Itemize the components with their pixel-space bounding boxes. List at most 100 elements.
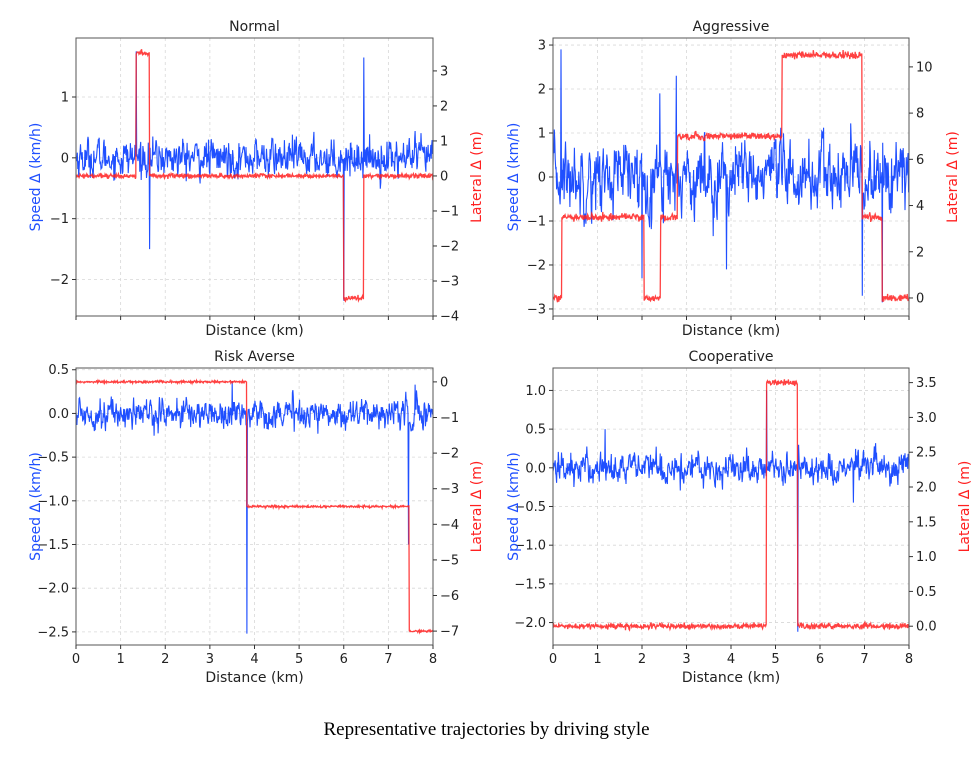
y-tick-label: 0.0 (525, 461, 546, 476)
x-tick-label: 5 (771, 652, 779, 667)
y2-tick-label: 0.0 (916, 620, 937, 635)
y2-tick-label: 0.5 (916, 585, 937, 600)
y-tick-label: −3 (527, 302, 546, 317)
lateral-delta-line (553, 378, 909, 632)
y-tick-label: −1.5 (37, 538, 69, 553)
y-axis-label-left: Speed Δ (km/h) (28, 123, 44, 232)
y-tick-label: −1 (527, 214, 546, 229)
y-axis-label-left: Speed Δ (km/h) (506, 123, 522, 232)
y-tick-label: 1.0 (525, 384, 546, 399)
lateral-delta-line (76, 49, 433, 303)
y2-tick-label: 4 (916, 199, 924, 214)
x-axis-label: Distance (km) (205, 670, 303, 686)
y-tick-label: 0 (61, 151, 69, 166)
y-axis-label-left: Speed Δ (km/h) (28, 452, 44, 561)
y2-tick-label: 2.5 (916, 446, 937, 461)
x-tick-label: 1 (116, 652, 124, 667)
y-tick-label: −2 (527, 258, 546, 273)
chart-panel-cooperative: 0 1 2 3 4 5 6 7 8 −2.0 −1.5 −1.0 −0.5 0.0 0.5 1.0 0.0 0.5… (506, 349, 973, 686)
chart-panel-normal: −2 −1 0 1 −4 −3 −2 −1 0 1 2 3 Normal Distance (km) Spe… (28, 19, 485, 339)
x-tick-label: 8 (905, 652, 913, 667)
y2-tick-label: 3.5 (916, 376, 937, 391)
y2-tick-label: 2 (916, 245, 924, 260)
y2-tick-label: −2 (440, 239, 459, 254)
x-tick-label: 0 (72, 652, 80, 667)
y-tick-label: −2 (50, 273, 69, 288)
figure-caption: Representative trajectories by driving s… (323, 719, 650, 740)
y-tick-label: −1 (50, 212, 69, 227)
y-tick-label: −2.0 (514, 616, 546, 631)
speed-delta-line (553, 49, 909, 303)
y-tick-label: −2.5 (37, 625, 69, 640)
y2-tick-label: 2.0 (916, 481, 937, 496)
y-tick-label: 0.5 (525, 423, 546, 438)
lateral-delta-line (553, 49, 909, 303)
x-tick-label: 0 (549, 652, 557, 667)
y-axis-label-right: Lateral Δ (m) (469, 461, 485, 553)
x-tick-label: 4 (250, 652, 258, 667)
x-tick-label: 8 (429, 652, 437, 667)
x-tick-label: 6 (816, 652, 824, 667)
y2-tick-label: −5 (440, 553, 459, 568)
y-axis-label-right: Lateral Δ (m) (945, 131, 961, 223)
x-tick-label: 5 (295, 652, 303, 667)
y-axis-label-right: Lateral Δ (m) (469, 131, 485, 223)
panel-title: Normal (229, 19, 280, 35)
x-axis-label: Distance (km) (205, 323, 303, 339)
y2-tick-label: −4 (440, 310, 459, 325)
y-tick-label: 1 (61, 91, 69, 106)
y-tick-label: 1 (538, 127, 546, 142)
y2-tick-label: 3 (440, 64, 448, 79)
y-tick-label: 3 (538, 39, 546, 54)
y2-tick-label: 0 (916, 291, 924, 306)
y-tick-label: 2 (538, 83, 546, 98)
x-tick-label: 6 (340, 652, 348, 667)
y2-tick-label: 0 (440, 169, 448, 184)
y2-tick-label: −1 (440, 411, 459, 426)
y2-tick-label: 3.0 (916, 411, 937, 426)
y-axis-label-left: Speed Δ (km/h) (506, 452, 522, 561)
y-tick-label: −0.5 (37, 451, 69, 466)
y-tick-label: −1.0 (514, 539, 546, 554)
y-tick-label: 0.0 (48, 407, 69, 422)
y-tick-label: −0.5 (514, 500, 546, 515)
y-tick-label: −1.0 (37, 494, 69, 509)
panel-title: Cooperative (688, 349, 773, 365)
y-tick-label: 0 (538, 171, 546, 186)
x-tick-label: 7 (384, 652, 392, 667)
x-axis-label: Distance (km) (682, 670, 780, 686)
y2-tick-label: 10 (916, 60, 933, 75)
x-axis-label: Distance (km) (682, 323, 780, 339)
panel-title: Aggressive (693, 19, 770, 35)
y2-tick-label: 1.5 (916, 515, 937, 530)
y-axis-label-right: Lateral Δ (m) (957, 461, 973, 553)
speed-delta-line (76, 381, 433, 634)
y2-tick-label: 1.0 (916, 550, 937, 565)
y2-tick-label: 8 (916, 107, 924, 122)
y2-tick-label: 1 (440, 134, 448, 149)
y2-tick-label: 2 (440, 99, 448, 114)
y2-tick-label: −4 (440, 518, 459, 533)
y2-tick-label: −3 (440, 482, 459, 497)
lateral-delta-line (76, 378, 433, 635)
x-tick-label: 7 (860, 652, 868, 667)
x-tick-label: 4 (727, 652, 735, 667)
y2-tick-label: 6 (916, 153, 924, 168)
y2-tick-label: −3 (440, 274, 459, 289)
y2-tick-label: −6 (440, 589, 459, 604)
x-tick-label: 2 (638, 652, 646, 667)
chart-panel-risk-averse: 0 1 2 3 4 5 6 7 8 −2.5 −2.0 −1.5 −1.0 −0.5 0.0 0.5 −7 −6 −… (28, 349, 485, 686)
y2-tick-label: −7 (440, 625, 459, 640)
y2-tick-label: −1 (440, 204, 459, 219)
chart-panel-aggressive: −3 −2 −1 0 1 2 3 0 2 4 6 8 10 Aggressive Distance (km)… (506, 19, 961, 339)
y2-tick-label: 0 (440, 375, 448, 390)
y-tick-label: −2.0 (37, 582, 69, 597)
speed-delta-line (553, 390, 909, 632)
x-tick-label: 1 (593, 652, 601, 667)
y2-tick-label: −2 (440, 447, 459, 462)
panel-title: Risk Averse (214, 349, 295, 365)
y-tick-label: 0.5 (48, 363, 69, 378)
x-tick-label: 3 (682, 652, 690, 667)
x-tick-label: 2 (161, 652, 169, 667)
